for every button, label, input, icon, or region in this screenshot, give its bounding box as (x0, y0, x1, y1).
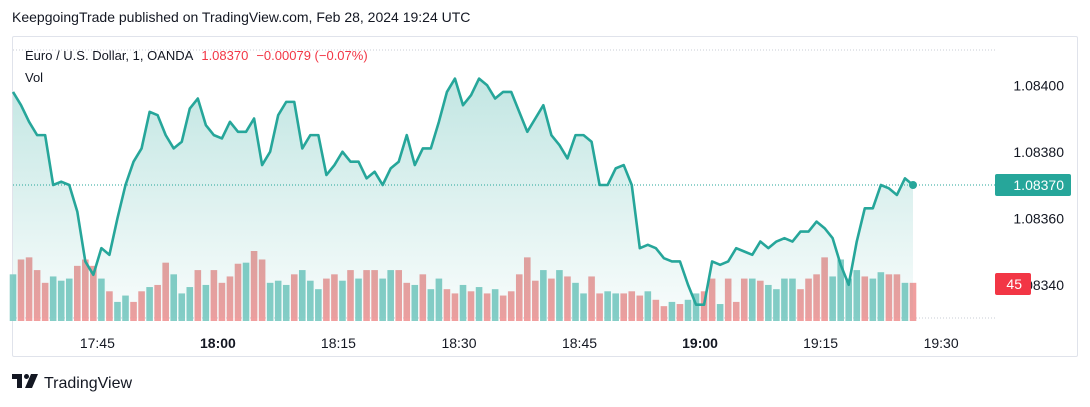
price-line (11, 77, 914, 306)
legend-volume-label: Vol (25, 70, 44, 85)
last-price-badge (995, 174, 1071, 196)
x-tick-label: 19:00 (682, 335, 718, 351)
x-tick-label: 17:45 (80, 335, 115, 351)
x-tick-label: 18:00 (200, 335, 236, 351)
price-area-fill (13, 78, 913, 318)
x-tick-label: 18:15 (321, 335, 356, 351)
footer-brand-label: TradingView (44, 374, 133, 392)
legend-change: −0.00079 (−0.07%) (256, 48, 368, 63)
tradingview-logo-icon (12, 374, 38, 393)
x-tick-label: 19:15 (803, 335, 838, 351)
last-price-dot (909, 181, 917, 189)
chart-frame (12, 36, 1078, 357)
x-tick-label: 19:30 (924, 335, 959, 351)
volume-badge-label: 45 (1006, 276, 1022, 292)
last-price-badge-label: 1.08370 (1013, 177, 1064, 193)
publish-header: KeepgoingTrade published on TradingView.… (12, 9, 471, 25)
x-tick-label: 18:45 (562, 335, 597, 351)
legend-price: 1.08370 (201, 48, 249, 63)
volume-bar (909, 282, 917, 321)
y-tick-label: 1.08380 (1013, 144, 1064, 160)
x-tick-label: 18:30 (441, 335, 476, 351)
volume-badge (995, 273, 1031, 295)
y-tick-label: 1.08400 (1013, 77, 1064, 93)
chart-legend: Euro / U.S. Dollar, 1, OANDA 1.08370 −0.00… (25, 48, 368, 63)
footer-brand[interactable]: TradingView (12, 374, 132, 393)
legend-symbol: Euro / U.S. Dollar, 1, OANDA (25, 48, 194, 63)
y-tick-label: 1.08360 (1013, 210, 1064, 226)
